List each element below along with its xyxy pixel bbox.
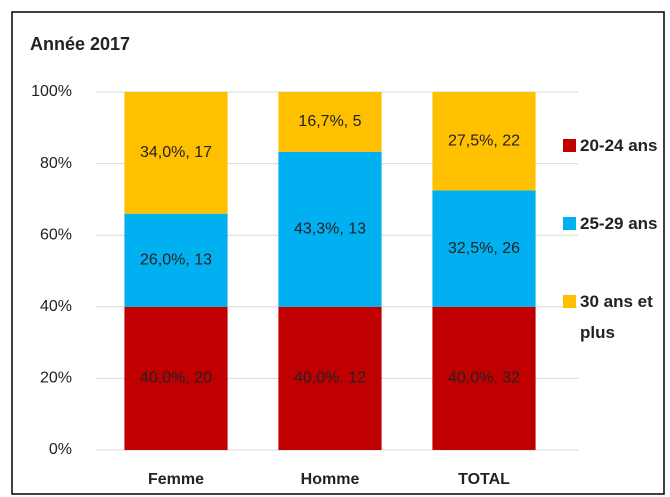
data-label: 43,3%, 13 — [294, 221, 366, 238]
data-label: 40,0%, 32 — [448, 370, 520, 387]
data-label: 26,0%, 13 — [140, 251, 212, 268]
x-tick-label: Homme — [301, 471, 360, 488]
x-tick-label: Femme — [148, 471, 204, 488]
y-tick-label: 100% — [31, 83, 72, 100]
bar-segment — [278, 151, 382, 307]
legend-swatch — [563, 295, 576, 308]
bar-segment — [432, 92, 536, 191]
data-label: 34,0%, 17 — [140, 144, 212, 161]
bar-segment — [278, 306, 382, 450]
data-label: 27,5%, 22 — [448, 132, 520, 149]
y-tick-label: 0% — [49, 441, 72, 458]
y-tick-label: 20% — [40, 370, 72, 387]
data-label: 40,0%, 12 — [294, 370, 366, 387]
data-label: 16,7%, 5 — [298, 113, 361, 130]
legend-label: 20-24 ans — [580, 136, 658, 155]
y-tick-label: 40% — [40, 298, 72, 315]
y-tick-label: 80% — [40, 155, 72, 172]
legend-swatch — [563, 139, 576, 152]
bar-segment — [124, 92, 228, 214]
legend-swatch — [563, 217, 576, 230]
bar-segment — [124, 213, 228, 307]
y-tick-label: 60% — [40, 226, 72, 243]
bar-segment — [432, 190, 536, 307]
bar-segment — [432, 306, 536, 450]
chart-title: Année 2017 — [30, 34, 130, 54]
legend-label: 25-29 ans — [580, 214, 658, 233]
data-label: 32,5%, 26 — [448, 240, 520, 257]
bar-segment — [124, 306, 228, 450]
data-label: 40,0%, 20 — [140, 370, 212, 387]
legend-label: 30 ans et plus — [580, 292, 653, 342]
x-tick-label: TOTAL — [458, 471, 510, 488]
bar-segment — [278, 92, 382, 152]
